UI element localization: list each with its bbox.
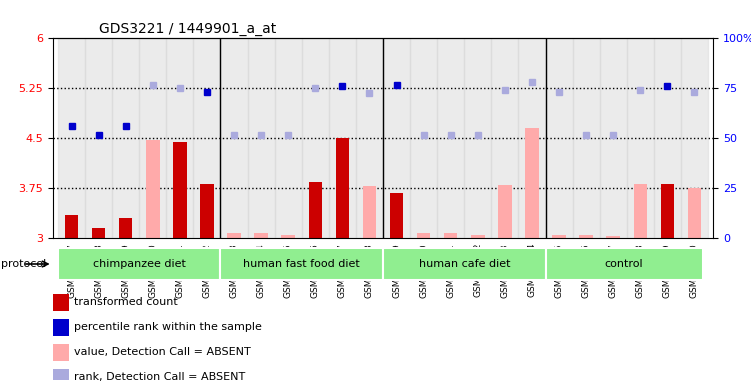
FancyBboxPatch shape <box>545 248 703 280</box>
Bar <box>552 235 566 238</box>
Bar <box>437 38 464 238</box>
Bar <box>228 233 241 238</box>
Bar <box>681 38 708 238</box>
Text: transformed count: transformed count <box>74 297 177 308</box>
Bar <box>255 233 268 238</box>
Bar <box>471 235 484 238</box>
Bar <box>627 38 654 238</box>
Text: value, Detection Call = ABSENT: value, Detection Call = ABSENT <box>74 347 251 358</box>
Bar <box>201 184 214 238</box>
FancyBboxPatch shape <box>58 248 221 280</box>
Bar <box>92 228 105 238</box>
Bar <box>607 236 620 238</box>
Bar <box>282 235 295 238</box>
Bar <box>383 38 410 238</box>
Bar <box>654 38 681 238</box>
Bar <box>363 186 376 238</box>
Bar <box>194 38 221 238</box>
FancyBboxPatch shape <box>383 248 545 280</box>
Bar <box>53 369 69 384</box>
Bar <box>525 128 538 238</box>
Bar <box>336 138 349 238</box>
Bar <box>579 235 593 238</box>
Bar <box>139 38 166 238</box>
Text: rank, Detection Call = ABSENT: rank, Detection Call = ABSENT <box>74 372 245 382</box>
Text: GDS3221 / 1449901_a_at: GDS3221 / 1449901_a_at <box>99 22 276 36</box>
Bar <box>356 38 383 238</box>
Bar <box>119 218 132 238</box>
Bar <box>390 194 403 238</box>
Bar <box>85 38 112 238</box>
Bar <box>464 38 491 238</box>
Text: human fast food diet: human fast food diet <box>243 259 360 269</box>
FancyBboxPatch shape <box>221 248 383 280</box>
Bar <box>53 319 69 336</box>
Bar <box>309 182 322 238</box>
Text: control: control <box>605 259 644 269</box>
Bar <box>302 38 329 238</box>
Bar <box>221 38 248 238</box>
Bar <box>572 38 600 238</box>
Bar <box>545 38 572 238</box>
Text: human cafe diet: human cafe diet <box>418 259 510 269</box>
Bar <box>329 38 356 238</box>
Bar <box>600 38 627 238</box>
Bar <box>444 233 457 238</box>
Bar <box>518 38 545 238</box>
Text: percentile rank within the sample: percentile rank within the sample <box>74 322 261 333</box>
Bar <box>248 38 275 238</box>
Bar <box>65 215 78 238</box>
Bar <box>53 344 69 361</box>
Bar <box>58 38 85 238</box>
Bar <box>166 38 194 238</box>
Bar <box>173 142 187 238</box>
Bar <box>688 188 701 238</box>
Bar <box>634 184 647 238</box>
Bar <box>53 294 69 311</box>
Bar <box>146 139 159 238</box>
Bar <box>275 38 302 238</box>
Bar <box>491 38 518 238</box>
Text: protocol: protocol <box>1 259 46 269</box>
Text: chimpanzee diet: chimpanzee diet <box>93 259 185 269</box>
Bar <box>410 38 437 238</box>
Bar <box>417 233 430 238</box>
Bar <box>112 38 139 238</box>
Bar <box>498 185 511 238</box>
Bar <box>661 184 674 238</box>
